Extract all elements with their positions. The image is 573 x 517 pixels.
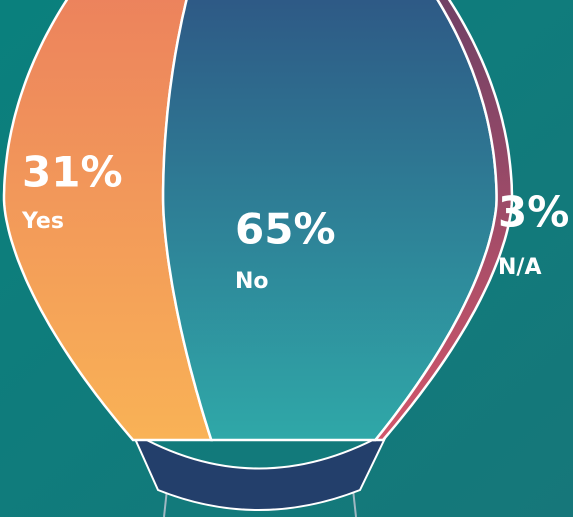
category-label: N/A	[498, 255, 541, 280]
category-label: Yes	[21, 209, 64, 234]
balloon-segment	[372, 0, 514, 442]
category-label: No	[235, 269, 269, 294]
value-label: 65%	[235, 205, 336, 254]
value-label: 31%	[22, 148, 123, 197]
value-label: 3%	[498, 188, 569, 237]
